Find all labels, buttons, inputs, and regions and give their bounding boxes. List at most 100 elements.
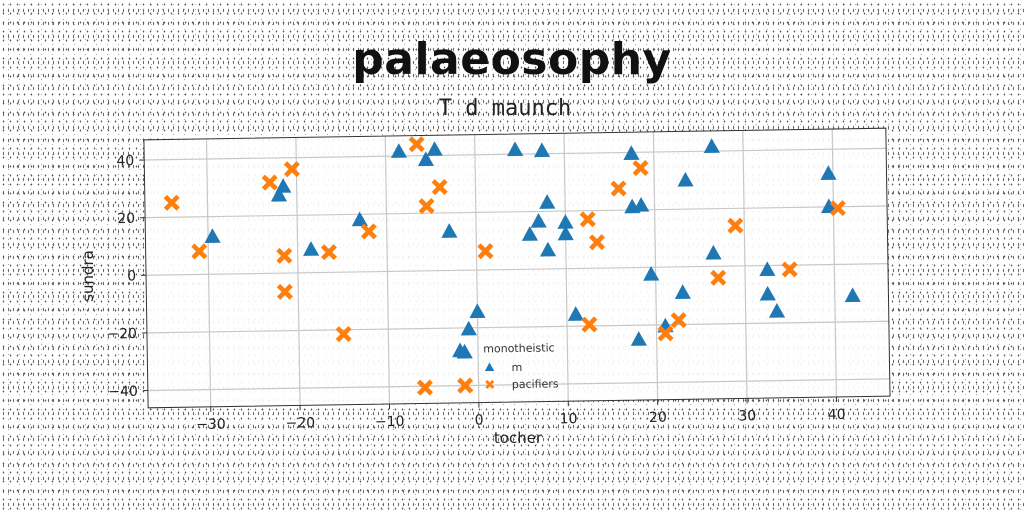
triangle-point-m [820,198,838,214]
x-point-pacifiers [283,161,300,178]
legend-marker-pacifiers [485,379,495,389]
triangle-point-m [844,287,861,303]
x-grid-line [384,136,391,405]
triangle-point-m [557,214,574,229]
triangle-point-m [441,223,458,238]
x-tick-label: −20 [285,415,315,431]
x-tick-label: 30 [738,408,756,424]
triangle-point-m [521,226,539,241]
x-point-pacifiers [657,325,674,342]
triangle-point-m [703,138,720,154]
y-tick-label: −20 [107,326,137,342]
legend: monotheistic m pacifiers [483,341,559,391]
y-tick-label: 20 [117,211,135,227]
x-point-pacifiers [710,269,727,286]
x-point-pacifiers [457,377,474,394]
triangle-point-m [533,142,551,158]
triangle-point-m [270,186,288,202]
y-tick-label: 0 [127,268,136,284]
x-point-pacifiers [477,243,494,260]
triangle-point-m [705,244,722,260]
x-point-pacifiers [632,159,649,177]
x-grid-line [474,134,480,403]
triangle-point-m [674,284,691,300]
triangle-point-m [677,171,694,187]
triangle-point-m [623,145,640,161]
x-point-pacifiers [581,316,598,333]
x-point-pacifiers [261,174,278,191]
triangle-point-m [303,241,320,256]
x-point-pacifiers [579,211,596,228]
y-axis-ticks: −40 −20 0 20 40 [107,153,148,400]
triangle-point-m [540,241,557,257]
data-points [163,136,861,396]
triangle-point-m [567,306,584,321]
x-point-pacifiers [431,179,448,196]
triangle-point-m [557,225,574,241]
triangle-point-m [426,141,443,156]
y-axis-label: sundra [79,250,97,302]
y-grid-line [146,320,889,334]
legend-marker-m [484,362,495,372]
x-tick-label: 10 [559,411,577,427]
triangle-point-m [630,331,647,346]
triangle-point-m [820,165,837,181]
x-point-pacifiers [360,223,377,240]
x-point-pacifiers [418,197,435,215]
legend-label-pacifiers: pacifiers [512,377,559,391]
x-grid-line [563,133,569,402]
x-point-pacifiers [320,244,338,261]
x-grid-line [652,131,659,400]
x-point-pacifiers [408,136,425,153]
triangle-point-m [469,303,486,319]
triangle-point-m [204,228,221,244]
triangle-point-m [275,178,292,193]
triangle-point-m [390,143,408,158]
y-grid-line [147,378,890,392]
y-tick-label: −40 [108,384,138,400]
x-tick-label: 20 [649,410,667,426]
chart-subtitle: T d maunch [438,96,572,121]
x-point-pacifiers [781,261,798,278]
triangle-point-m [539,194,556,209]
x-tick-label: 40 [828,407,846,423]
chart-title: palaeosophy [352,34,672,85]
plot-border [143,127,891,409]
x-axis-label: tocher [494,429,543,447]
x-point-pacifiers [335,326,352,343]
x-point-pacifiers [416,379,434,396]
x-point-pacifiers [610,180,627,197]
triangle-point-m [530,213,547,228]
triangle-point-m [768,302,786,318]
triangle-point-m [759,261,776,277]
x-point-pacifiers [588,234,606,251]
triangle-point-m [351,211,368,227]
triangle-point-m [643,266,660,281]
x-point-pacifiers [829,200,846,217]
legend-label-m: m [511,361,522,374]
plot-area: −30 −20 −10 0 10 20 30 40 −40 −20 0 20 40 monotheis… [107,127,891,433]
x-point-pacifiers [191,243,208,260]
x-tick-label: −10 [375,414,405,430]
y-grid-line [146,263,888,276]
x-point-pacifiers [276,247,293,264]
plot-background [143,128,891,408]
x-point-pacifiers [727,217,744,234]
triangle-point-m [460,320,477,336]
x-axis-ticks: −30 −20 −10 0 10 20 30 40 [196,396,846,433]
y-grid-line [145,205,888,219]
x-tick-label: −30 [196,417,226,433]
legend-title: monotheistic [483,341,555,355]
triangle-point-m [507,141,524,157]
x-point-pacifiers [276,283,293,300]
x-grid-line [295,137,301,406]
x-point-pacifiers [670,312,687,329]
x-grid-line [205,138,212,407]
triangle-point-m [417,151,435,167]
x-point-pacifiers [163,194,180,211]
triangle-point-m [759,285,776,301]
triangle-point-m [633,197,650,212]
x-grid-line [742,130,748,399]
y-tick-label: 40 [116,153,134,169]
